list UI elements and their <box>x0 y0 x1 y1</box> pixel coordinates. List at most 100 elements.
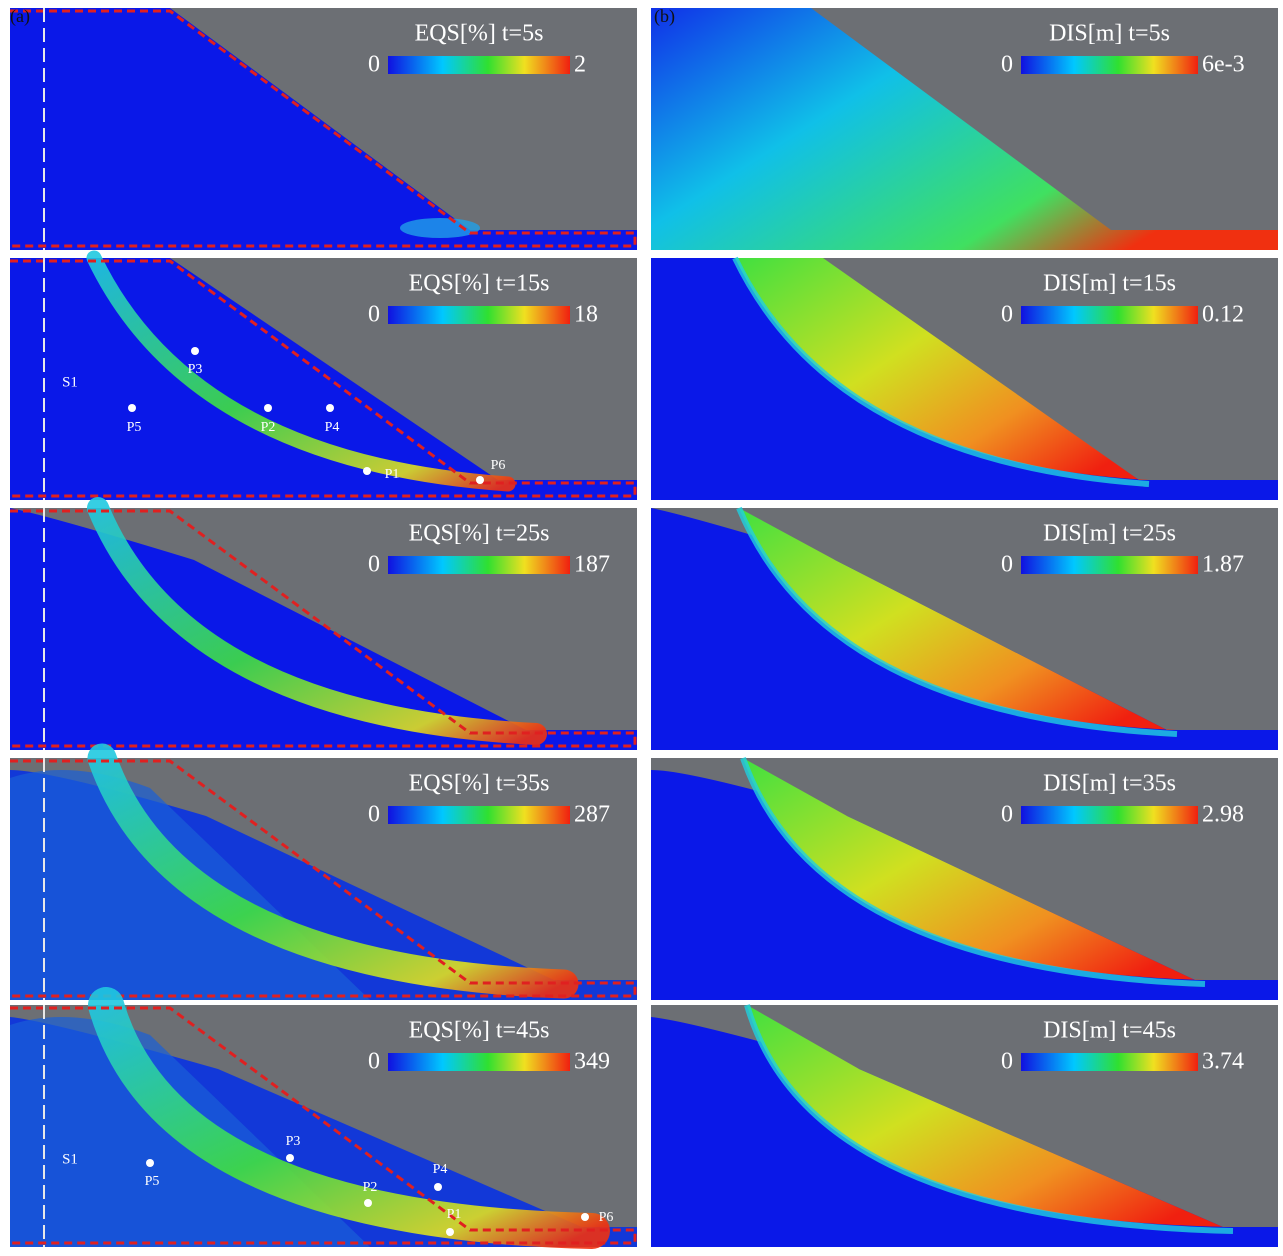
panel: EQS[%] t=5s 0 2 <box>10 8 637 250</box>
slope-body <box>10 8 637 250</box>
colorbar-max: 287 <box>574 802 610 828</box>
monitor-point <box>476 476 484 484</box>
monitor-point <box>286 1154 294 1162</box>
monitor-label: P1 <box>385 467 400 482</box>
colorbar-min: 0 <box>368 1049 380 1075</box>
monitor-label: P2 <box>363 1180 378 1195</box>
monitor-label: P4 <box>433 1162 448 1177</box>
monitor-label: P3 <box>188 362 203 377</box>
initial-outline <box>10 259 637 498</box>
monitor-point <box>146 1159 154 1167</box>
colorbar-title: EQS[%] t=35s <box>409 771 550 797</box>
colorbar-max: 18 <box>574 302 598 328</box>
colorbar-max: 349 <box>574 1049 610 1075</box>
section-label: S1 <box>62 374 78 390</box>
colorbar-max: 0.12 <box>1202 302 1244 328</box>
colorbar-title: EQS[%] t=45s <box>409 1018 550 1044</box>
colorbar-min: 0 <box>1001 52 1013 78</box>
panel: EQS[%] t=45s 0 349 <box>10 987 637 1249</box>
colorbar <box>1021 56 1198 74</box>
shear-band <box>86 250 516 492</box>
colorbar-title: DIS[m] t=5s <box>1049 21 1170 47</box>
monitor-label: P2 <box>261 420 276 435</box>
colorbar <box>1021 806 1198 824</box>
monitor-point <box>364 1199 372 1207</box>
colorbar <box>1021 556 1198 574</box>
sliding-mass <box>735 258 1149 480</box>
colorbar-min: 0 <box>1001 1049 1013 1075</box>
sliding-edge <box>740 757 1206 987</box>
sliding-mass <box>747 1005 1233 1227</box>
monitor-point <box>434 1183 442 1191</box>
colorbar-max: 3.74 <box>1202 1049 1244 1075</box>
sliding-mass <box>743 758 1205 980</box>
slope-body <box>10 258 637 500</box>
colorbar-title: DIS[m] t=15s <box>1043 271 1176 297</box>
colorbar <box>1021 306 1198 324</box>
colorbar-min: 0 <box>1001 802 1013 828</box>
colorbar-min: 0 <box>368 552 380 578</box>
colorbar-min: 0 <box>368 52 380 78</box>
monitor-label: P6 <box>599 1210 614 1225</box>
colorbar-title: EQS[%] t=5s <box>415 21 544 47</box>
monitor-points: S1 P1 P2 P3 P4 P5 P6 <box>62 1134 613 1236</box>
monitor-label: P3 <box>286 1134 301 1149</box>
colorbar-min: 0 <box>1001 302 1013 328</box>
monitor-label: P5 <box>145 1174 160 1189</box>
initial-outline <box>10 9 637 248</box>
panel: EQS[%] t=15s 0 18 <box>10 250 637 500</box>
panel-label: (b) <box>654 6 675 27</box>
colorbar <box>1021 1053 1198 1071</box>
monitor-label: P4 <box>325 420 340 435</box>
colorbar-title: EQS[%] t=15s <box>409 271 550 297</box>
colorbar-max: 187 <box>574 552 610 578</box>
colorbar-max: 2.98 <box>1202 802 1244 828</box>
colorbar-min: 0 <box>1001 552 1013 578</box>
panel: EQS[%] t=25s 0 187 <box>10 497 637 750</box>
panel: DIS[m] t=5s 0 6e-3 <box>651 8 1278 250</box>
colorbar <box>388 1053 570 1071</box>
colorbar <box>388 56 570 74</box>
slope-body <box>651 8 1278 250</box>
initial-outline <box>10 759 637 998</box>
slope-body <box>10 508 637 750</box>
sliding-edge <box>732 256 1150 487</box>
sliding-edge <box>744 1004 1234 1234</box>
monitor-point <box>363 467 371 475</box>
sliding-edge <box>736 506 1178 737</box>
monitor-label: P1 <box>447 1207 462 1222</box>
monitor-point <box>128 404 136 412</box>
section-label: S1 <box>62 1151 78 1167</box>
monitor-label: P6 <box>491 458 506 473</box>
colorbar <box>388 806 570 824</box>
colorbar-max: 2 <box>574 52 586 78</box>
colorbar-title: DIS[m] t=35s <box>1043 771 1176 797</box>
colorbar-min: 0 <box>368 802 380 828</box>
colorbar-title: DIS[m] t=25s <box>1043 521 1176 547</box>
panel: DIS[m] t=45s 0 3.74 <box>651 1004 1278 1247</box>
monitor-point <box>446 1228 454 1236</box>
colorbar-max: 6e-3 <box>1202 52 1245 78</box>
shear-band <box>87 497 547 745</box>
sliding-mass <box>739 508 1177 730</box>
shear-band <box>88 987 610 1249</box>
colorbar-max: 1.87 <box>1202 552 1244 578</box>
colorbar <box>388 306 570 324</box>
initial-outline <box>10 509 637 748</box>
monitor-point <box>264 404 272 412</box>
monitor-point <box>326 404 334 412</box>
panel: EQS[%] t=35s 0 287 <box>10 743 637 1000</box>
panels: EQS[%] t=5s 0 2 EQS[%] t=15s 0 18 EQS[%] t=25s… <box>10 8 1278 1249</box>
colorbar-title: EQS[%] t=25s <box>409 521 550 547</box>
colorbar-min: 0 <box>368 302 380 328</box>
panel: DIS[m] t=25s 0 1.87 <box>651 506 1278 750</box>
panel: DIS[m] t=35s 0 2.98 <box>651 757 1278 1000</box>
monitor-point <box>191 347 199 355</box>
colorbar <box>388 556 570 574</box>
monitor-points: S1 P1 P2 P3 P4 P5 P6 <box>62 347 505 484</box>
colorbar-title: DIS[m] t=45s <box>1043 1018 1176 1044</box>
monitor-point <box>581 1213 589 1221</box>
initial-outline <box>10 1006 637 1245</box>
toe-strain <box>400 218 480 238</box>
